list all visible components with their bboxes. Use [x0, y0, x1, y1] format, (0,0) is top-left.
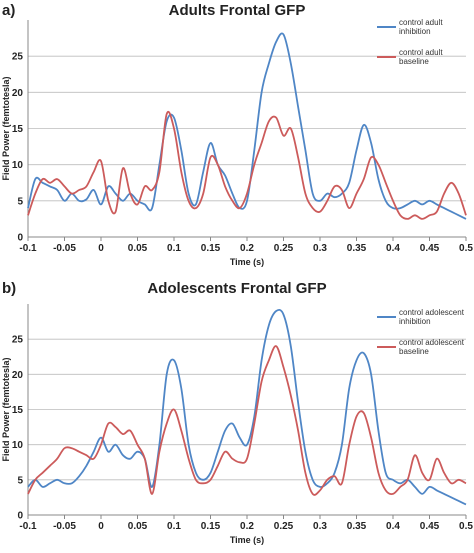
series-line-baseline — [27, 110, 467, 220]
x-tick-label: 0.5 — [459, 521, 473, 532]
chart-title-b: Adolescents Frontal GFP — [147, 280, 327, 297]
panel-b: b) Adolescents Frontal GFP 0 5 10 15 20 25 -0.… — [0, 278, 474, 553]
y-axis-title: Field Power (femtotesla) — [1, 76, 11, 180]
y-tick-label: 10 — [12, 440, 24, 451]
y-tick-label: 0 — [17, 233, 23, 244]
legend-label: control adolescent inhibition — [399, 308, 465, 326]
y-tick-label: 15 — [12, 124, 24, 135]
y-tick-label: 5 — [17, 475, 23, 486]
series-line-inhibition — [27, 308, 467, 506]
x-tick-label: -0.1 — [19, 243, 37, 254]
x-tick-label: 0.2 — [240, 521, 254, 532]
panel-label-b: b) — [2, 280, 17, 297]
legend-label: control adult baseline — [399, 48, 443, 66]
series-line-inhibition — [27, 32, 467, 220]
panel-a: a) Adults Frontal GFP 0 5 10 15 20 25 -0.1 -0.0… — [0, 0, 474, 270]
y-tick-label: 5 — [17, 196, 23, 207]
chart-adolescents-frontal-gfp: 0 5 10 15 20 25 -0.1 -0.05 0 0.05 0.1 0.15 0.2 0.25 0.… — [1, 304, 473, 545]
x-tick-label: 0.15 — [201, 243, 221, 254]
y-tick-label: 10 — [12, 160, 24, 171]
legend-label: control adult inhibition — [399, 18, 443, 36]
legend-label: control adolescent baseline — [399, 338, 465, 356]
y-tick-label: 20 — [12, 88, 24, 99]
series-line-baseline — [27, 345, 467, 496]
y-axis-title: Field Power (femtotesla) — [1, 357, 11, 461]
x-tick-label: 0.3 — [313, 521, 327, 532]
x-tick-label: 0.25 — [274, 521, 294, 532]
x-tick-label: 0.35 — [347, 521, 367, 532]
x-tick-label: 0 — [98, 243, 104, 254]
chart-adults-frontal-gfp: 0 5 10 15 20 25 -0.1 -0.05 0 0.05 0.1 0.15 0.2 0.25 0.… — [1, 18, 473, 267]
x-tick-label: 0.2 — [240, 243, 254, 254]
x-tick-label: 0.15 — [201, 521, 221, 532]
x-tick-label: -0.1 — [19, 521, 37, 532]
x-tick-label: 0.1 — [167, 243, 181, 254]
x-tick-label: -0.05 — [53, 243, 76, 254]
x-tick-label: 0.45 — [420, 243, 440, 254]
x-tick-label: 0.45 — [420, 521, 440, 532]
x-tick-label: 0.1 — [167, 521, 181, 532]
panel-label-a: a) — [2, 2, 16, 19]
x-tick-label: 0.25 — [274, 243, 294, 254]
y-tick-label: 0 — [17, 511, 23, 522]
y-tick-label: 25 — [12, 335, 24, 346]
x-tick-label: 0.35 — [347, 243, 367, 254]
x-tick-label: 0.5 — [459, 243, 473, 254]
x-tick-label: -0.05 — [53, 521, 76, 532]
x-tick-label: 0.05 — [128, 243, 148, 254]
chart-title-a: Adults Frontal GFP — [168, 2, 306, 19]
x-tick-label: 0 — [98, 521, 104, 532]
x-tick-label: 0.3 — [313, 243, 327, 254]
x-tick-label: 0.4 — [386, 243, 400, 254]
x-axis-title: Time (s) — [230, 257, 264, 267]
y-tick-label: 20 — [12, 370, 24, 381]
x-axis-title: Time (s) — [230, 535, 264, 545]
x-tick-label: 0.4 — [386, 521, 400, 532]
y-tick-label: 25 — [12, 52, 24, 63]
x-tick-label: 0.05 — [128, 521, 148, 532]
y-tick-label: 15 — [12, 405, 24, 416]
